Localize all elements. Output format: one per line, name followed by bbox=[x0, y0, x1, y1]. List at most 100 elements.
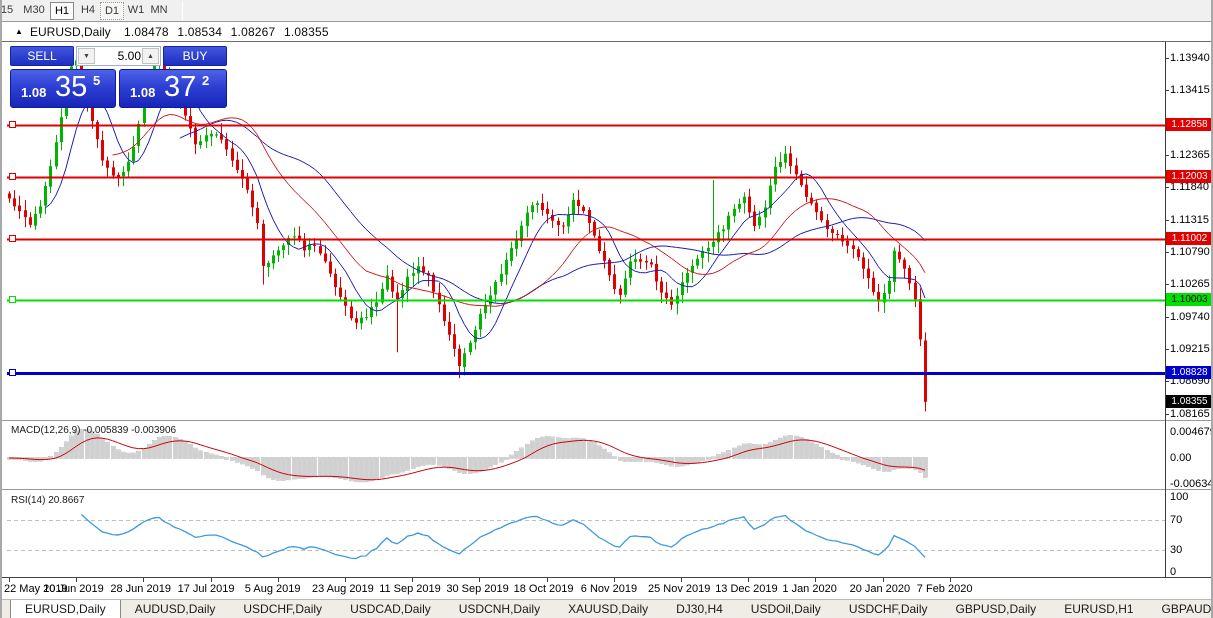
date-label: 30 Sep 2019 bbox=[446, 583, 509, 595]
timeframe-button-mn[interactable]: MN bbox=[146, 2, 172, 20]
rsi-axis-label: 0 bbox=[1170, 566, 1177, 578]
price-axis-label: 1.10790 bbox=[1170, 245, 1210, 258]
macd-axis-label: 0.004679 bbox=[1170, 425, 1213, 438]
date-axis-tick bbox=[546, 578, 548, 582]
date-axis-tick bbox=[9, 578, 10, 582]
timeframe-button-m15[interactable]: 15 bbox=[2, 2, 18, 20]
timeframe-button-d1[interactable]: D1 bbox=[100, 2, 124, 20]
chart-tab-2[interactable]: USDCHF,Daily bbox=[243, 602, 323, 616]
price-axis-tick bbox=[1165, 219, 1169, 221]
rsi-indicator-chart[interactable] bbox=[7, 491, 1165, 577]
buy-button[interactable]: BUY bbox=[163, 46, 227, 66]
price-line-tag: 1.11002 bbox=[1166, 231, 1211, 245]
price-axis-label: 1.11840 bbox=[1170, 181, 1209, 194]
chart-tab-3[interactable]: USDCAD,Daily bbox=[350, 602, 431, 616]
price-axis-label: 1.09215 bbox=[1170, 342, 1210, 355]
sell-price-display[interactable]: 1.08 35 5 bbox=[10, 69, 116, 108]
chart-tab-10[interactable]: EURUSD,H1 bbox=[1064, 602, 1134, 616]
date-axis[interactable]: 22 May 2019 10 Jun 2019 28 Jun 2019 17 Jul … bbox=[2, 578, 1211, 597]
ohlc-high: 1.08534 bbox=[177, 25, 223, 39]
sell-price-superscript: 5 bbox=[93, 73, 101, 88]
volume-increase-icon[interactable]: ▲ bbox=[142, 48, 159, 64]
window-bottom-border bbox=[2, 597, 1211, 598]
rsi-axis-label: 70 bbox=[1170, 513, 1183, 526]
chart-tab-1[interactable]: AUDUSD,Daily bbox=[134, 602, 216, 616]
ohlc-close: 1.08355 bbox=[283, 25, 329, 39]
date-axis-tick bbox=[345, 578, 346, 582]
one-click-trade-panel: SELL ▼ ▲ BUY 1.08 35 5 1.08 37 2 bbox=[10, 46, 227, 108]
buy-price-display[interactable]: 1.08 37 2 bbox=[119, 69, 227, 108]
buy-price-main: 1.08 bbox=[130, 85, 156, 100]
macd-indicator-chart[interactable] bbox=[7, 423, 1165, 489]
date-axis-tick bbox=[210, 578, 212, 582]
hline-anchor[interactable] bbox=[9, 121, 16, 128]
date-label: 17 Jul 2019 bbox=[177, 583, 235, 595]
rsi-axis-label: 100 bbox=[1170, 491, 1189, 503]
collapse-arrow-icon[interactable]: ▲ bbox=[15, 27, 23, 36]
price-axis-label: 1.12365 bbox=[1170, 148, 1210, 161]
price-line-tag: 1.12858 bbox=[1166, 117, 1211, 131]
rsi-label: RSI(14) 20.8667 bbox=[11, 495, 85, 506]
sell-price-pips: 35 bbox=[55, 71, 88, 103]
date-label: 10 Jun 2019 bbox=[43, 583, 104, 595]
date-label: 1 Jan 2020 bbox=[782, 583, 837, 595]
buy-price-pips: 37 bbox=[164, 71, 197, 103]
price-axis-label: 1.10265 bbox=[1170, 278, 1210, 291]
price-axis-tick bbox=[1165, 284, 1169, 286]
date-axis-tick bbox=[815, 578, 817, 582]
buy-price-superscript: 2 bbox=[202, 73, 210, 88]
sell-button[interactable]: SELL bbox=[10, 46, 74, 66]
chart-tab-0[interactable]: EURUSD,Daily bbox=[10, 600, 121, 618]
date-label: 6 Nov 2019 bbox=[580, 583, 638, 595]
ohlc-low: 1.08267 bbox=[230, 25, 276, 39]
hline-anchor[interactable] bbox=[9, 369, 16, 376]
timeframe-toolbar: 15 M30 H1 H4 D1 W1 MN bbox=[2, 0, 1211, 22]
chart-tab-9[interactable]: GBPUSD,Daily bbox=[955, 602, 1037, 616]
date-axis-tick bbox=[277, 578, 279, 582]
price-axis-tick bbox=[1165, 251, 1169, 253]
pane-separator[interactable] bbox=[2, 489, 1211, 491]
chart-tab-5[interactable]: XAUUSD,Daily bbox=[568, 602, 649, 616]
timeframe-button-w1[interactable]: W1 bbox=[124, 2, 148, 20]
hline-anchor[interactable] bbox=[9, 173, 16, 180]
chart-tab-bar: EURUSD,Daily AUDUSD,Daily USDCHF,Daily U… bbox=[2, 599, 1212, 618]
rsi-axis-label: 30 bbox=[1170, 543, 1183, 556]
date-axis-tick bbox=[479, 578, 481, 582]
pane-separator[interactable] bbox=[2, 420, 1211, 422]
price-axis-label: 1.09740 bbox=[1170, 310, 1210, 323]
price-axis-label: 1.11315 bbox=[1170, 213, 1209, 226]
timeframe-button-h1[interactable]: H1 bbox=[50, 2, 74, 20]
timeframe-button-h4[interactable]: H4 bbox=[76, 2, 100, 20]
date-axis-tick bbox=[748, 578, 750, 582]
chart-tab-8[interactable]: USDCHF,Daily bbox=[848, 602, 928, 616]
date-axis-tick bbox=[76, 578, 78, 582]
date-axis-tick bbox=[949, 578, 951, 582]
chart-tab-11[interactable]: GBPAUD,H1 bbox=[1161, 602, 1212, 616]
price-axis-tick bbox=[1165, 316, 1169, 318]
chart-symbol-title: EURUSD,Daily bbox=[30, 25, 111, 39]
chart-tab-7[interactable]: USDOil,Daily bbox=[750, 602, 821, 616]
hline-anchor[interactable] bbox=[9, 296, 16, 303]
date-label: 18 Oct 2019 bbox=[513, 583, 574, 595]
price-axis-tick bbox=[1165, 154, 1169, 156]
price-axis-tick bbox=[1165, 187, 1169, 189]
toolbar-divider bbox=[182, 2, 183, 20]
timeframe-button-m30[interactable]: M30 bbox=[20, 2, 48, 20]
price-axis-tick bbox=[1165, 413, 1169, 415]
chart-tab-6[interactable]: DJ30,H4 bbox=[676, 602, 723, 616]
date-axis-tick bbox=[882, 578, 884, 582]
volume-decrease-icon[interactable]: ▼ bbox=[78, 48, 95, 64]
date-label: 22 May 2019 bbox=[4, 583, 68, 595]
price-line-tag: 1.08828 bbox=[1166, 365, 1211, 379]
macd-axis-label: 0.00 bbox=[1170, 452, 1192, 464]
date-label: 25 Nov 2019 bbox=[648, 583, 711, 595]
hline-anchor[interactable] bbox=[9, 235, 16, 242]
sell-price-main: 1.08 bbox=[21, 85, 47, 100]
current-price-tag: 1.08355 bbox=[1166, 394, 1211, 408]
date-label: 13 Dec 2019 bbox=[715, 583, 778, 595]
macd-label: MACD(12,26,9) -0.005839 -0.003906 bbox=[11, 425, 177, 436]
volume-input[interactable] bbox=[97, 47, 141, 65]
chart-tab-4[interactable]: USDCNH,Daily bbox=[458, 602, 541, 616]
chart-title-bar: ▲ EURUSD,Daily 1.08478 1.08534 1.08267 1… bbox=[2, 23, 1211, 42]
